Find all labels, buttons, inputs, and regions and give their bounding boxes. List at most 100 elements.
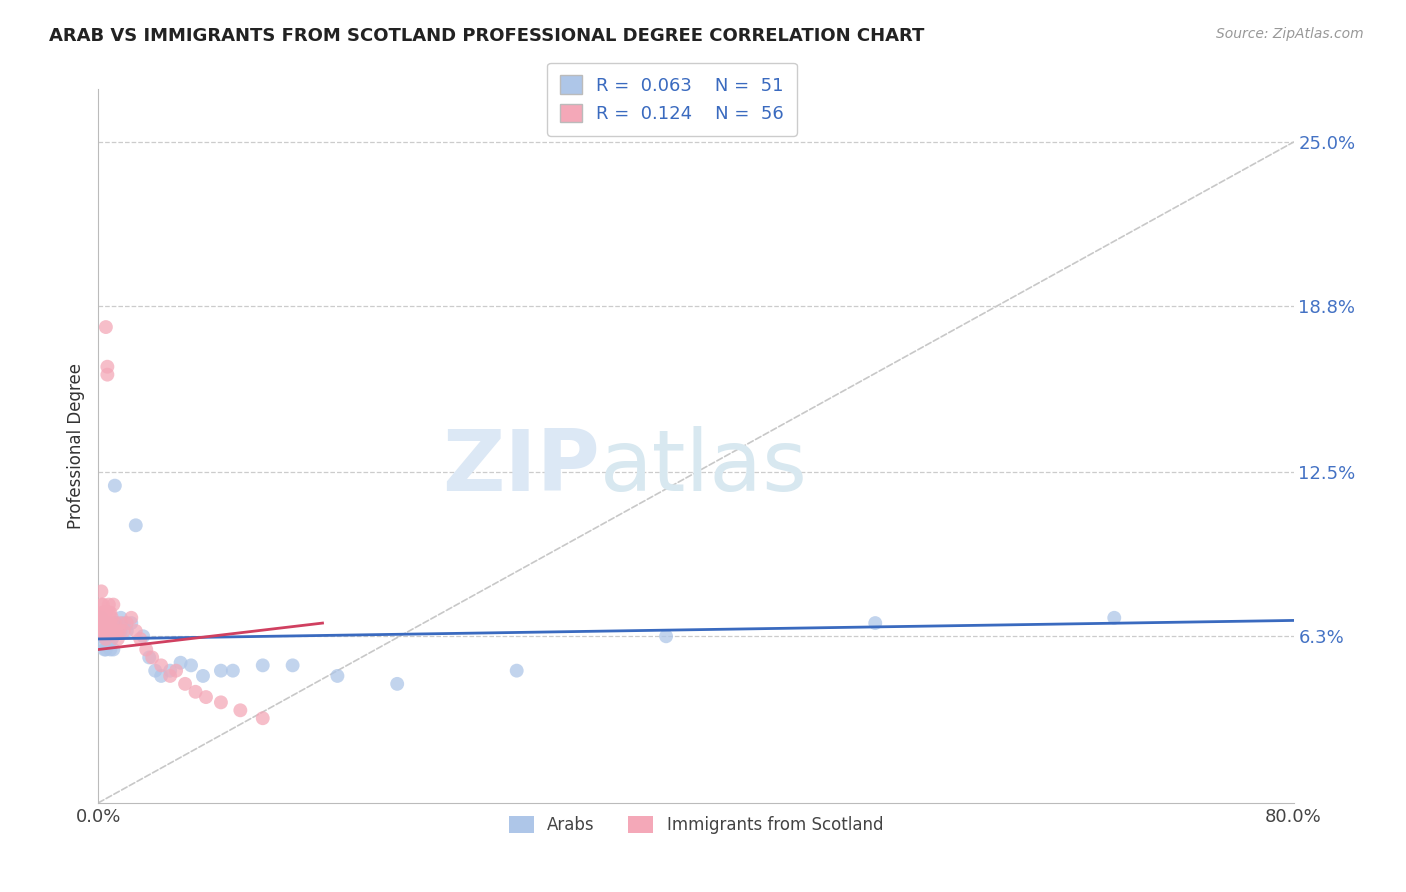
Point bbox=[138, 650, 160, 665]
Point bbox=[90, 611, 112, 625]
Point bbox=[90, 624, 112, 638]
Point bbox=[135, 642, 157, 657]
Point bbox=[90, 611, 112, 625]
Point bbox=[143, 664, 166, 678]
Point bbox=[252, 711, 274, 725]
Point bbox=[101, 611, 124, 625]
Point bbox=[93, 616, 115, 631]
Point bbox=[97, 598, 120, 612]
Point bbox=[96, 359, 118, 374]
Point bbox=[174, 677, 197, 691]
Text: Source: ZipAtlas.com: Source: ZipAtlas.com bbox=[1216, 27, 1364, 41]
Y-axis label: Professional Degree: Professional Degree bbox=[66, 363, 84, 529]
Point bbox=[222, 664, 245, 678]
Point bbox=[112, 624, 135, 638]
Point bbox=[89, 624, 111, 638]
Point bbox=[91, 616, 114, 631]
Point bbox=[159, 669, 181, 683]
Point bbox=[90, 598, 112, 612]
Text: atlas: atlas bbox=[600, 425, 808, 509]
Point bbox=[97, 637, 120, 651]
Point bbox=[184, 685, 207, 699]
Legend: Arabs, Immigrants from Scotland: Arabs, Immigrants from Scotland bbox=[502, 809, 890, 841]
Point bbox=[98, 606, 122, 620]
Point bbox=[94, 616, 117, 631]
Point bbox=[93, 642, 115, 657]
Point bbox=[101, 624, 124, 638]
Point bbox=[96, 616, 118, 631]
Point bbox=[105, 616, 128, 631]
Point bbox=[89, 624, 111, 638]
Point bbox=[281, 658, 304, 673]
Point bbox=[104, 616, 127, 631]
Point bbox=[180, 658, 202, 673]
Point bbox=[101, 624, 124, 638]
Point bbox=[129, 632, 152, 646]
Point bbox=[252, 658, 274, 673]
Point bbox=[107, 632, 129, 646]
Point bbox=[115, 616, 138, 631]
Point bbox=[93, 629, 115, 643]
Point bbox=[150, 658, 173, 673]
Point bbox=[98, 616, 122, 631]
Point bbox=[150, 669, 173, 683]
Point bbox=[125, 624, 148, 638]
Point bbox=[655, 629, 678, 643]
Point bbox=[89, 611, 111, 625]
Point bbox=[94, 606, 117, 620]
Point bbox=[93, 624, 115, 638]
Point bbox=[94, 629, 117, 643]
Point bbox=[169, 656, 191, 670]
Point bbox=[120, 611, 142, 625]
Point bbox=[94, 632, 117, 646]
Point bbox=[108, 624, 131, 638]
Point bbox=[1104, 611, 1126, 625]
Point bbox=[90, 629, 112, 643]
Point bbox=[120, 616, 142, 631]
Point bbox=[209, 695, 232, 709]
Point bbox=[326, 669, 349, 683]
Point bbox=[159, 664, 181, 678]
Point bbox=[105, 624, 128, 638]
Point bbox=[103, 642, 125, 657]
Point bbox=[506, 664, 529, 678]
Point bbox=[165, 664, 187, 678]
Point bbox=[94, 642, 117, 657]
Point bbox=[89, 611, 111, 625]
Point bbox=[107, 624, 129, 638]
Point bbox=[96, 624, 118, 638]
Point bbox=[104, 478, 127, 492]
Point bbox=[191, 669, 214, 683]
Point bbox=[195, 690, 218, 704]
Point bbox=[103, 624, 125, 638]
Point bbox=[101, 632, 124, 646]
Point bbox=[132, 629, 155, 643]
Point bbox=[98, 642, 122, 657]
Point bbox=[865, 616, 887, 631]
Point bbox=[97, 616, 120, 631]
Point bbox=[98, 629, 122, 643]
Point bbox=[112, 616, 135, 631]
Point bbox=[98, 624, 122, 638]
Point bbox=[115, 624, 138, 638]
Point bbox=[94, 320, 117, 334]
Point bbox=[110, 611, 132, 625]
Point bbox=[89, 616, 111, 631]
Point bbox=[90, 624, 112, 638]
Point bbox=[96, 616, 118, 631]
Point bbox=[94, 624, 117, 638]
Text: ZIP: ZIP bbox=[443, 425, 600, 509]
Point bbox=[91, 606, 114, 620]
Point bbox=[97, 624, 120, 638]
Point bbox=[209, 664, 232, 678]
Point bbox=[103, 629, 125, 643]
Text: ARAB VS IMMIGRANTS FROM SCOTLAND PROFESSIONAL DEGREE CORRELATION CHART: ARAB VS IMMIGRANTS FROM SCOTLAND PROFESS… bbox=[49, 27, 925, 45]
Point bbox=[96, 368, 118, 382]
Point bbox=[125, 518, 148, 533]
Point bbox=[91, 624, 114, 638]
Point bbox=[94, 624, 117, 638]
Point bbox=[385, 677, 409, 691]
Point bbox=[141, 650, 163, 665]
Point bbox=[103, 598, 125, 612]
Point bbox=[110, 624, 132, 638]
